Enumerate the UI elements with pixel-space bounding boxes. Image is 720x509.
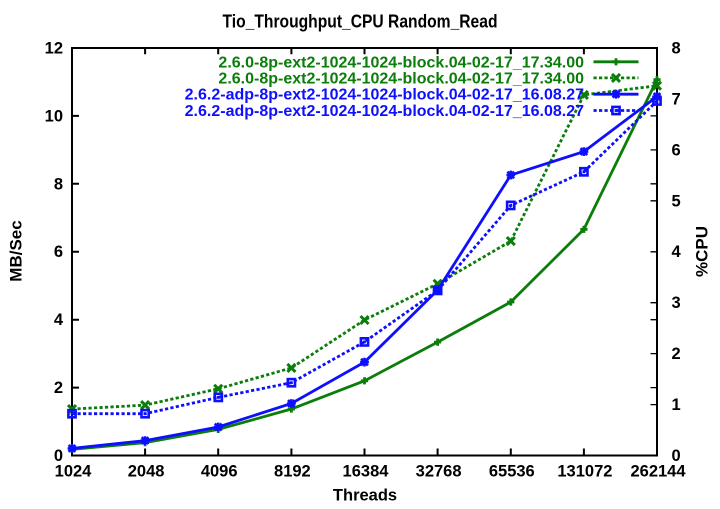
svg-text:8: 8 [54, 175, 63, 193]
svg-text:3: 3 [672, 294, 681, 312]
svg-text:2: 2 [672, 345, 681, 363]
svg-text:MB/Sec: MB/Sec [7, 220, 26, 281]
svg-text:2.6.0-8p-ext2-1024-1024-block.: 2.6.0-8p-ext2-1024-1024-block.04-02-17_1… [218, 54, 584, 71]
svg-text:16384: 16384 [343, 463, 390, 481]
svg-text:%CPU: %CPU [693, 226, 712, 277]
svg-text:6: 6 [672, 141, 681, 159]
svg-text:2: 2 [54, 379, 63, 397]
svg-text:8: 8 [672, 40, 681, 58]
svg-text:0: 0 [672, 447, 681, 465]
svg-text:32768: 32768 [416, 463, 462, 481]
svg-text:4: 4 [672, 243, 682, 261]
svg-text:Threads: Threads [333, 487, 397, 505]
svg-text:5: 5 [672, 192, 681, 210]
svg-text:131072: 131072 [557, 463, 612, 481]
svg-text:12: 12 [45, 40, 63, 58]
svg-text:1: 1 [672, 396, 681, 414]
svg-text:6: 6 [54, 243, 63, 261]
svg-text:2048: 2048 [128, 463, 165, 481]
svg-text:4096: 4096 [201, 463, 238, 481]
svg-text:262144: 262144 [630, 463, 686, 481]
svg-text:65536: 65536 [489, 463, 535, 481]
svg-text:2.6.2-adp-8p-ext2-1024-1024-bl: 2.6.2-adp-8p-ext2-1024-1024-block.04-02-… [185, 103, 584, 120]
svg-text:0: 0 [54, 447, 63, 465]
svg-text:7: 7 [672, 90, 681, 108]
svg-text:Tio_Throughput_CPU Random_Read: Tio_Throughput_CPU Random_Read [223, 11, 498, 31]
svg-text:10: 10 [45, 107, 63, 125]
svg-text:1024: 1024 [55, 463, 93, 481]
svg-text:2.6.2-adp-8p-ext2-1024-1024-bl: 2.6.2-adp-8p-ext2-1024-1024-block.04-02-… [185, 87, 584, 104]
svg-text:2.6.0-8p-ext2-1024-1024-block.: 2.6.0-8p-ext2-1024-1024-block.04-02-17_1… [218, 70, 584, 87]
svg-text:4: 4 [54, 311, 64, 329]
svg-text:8192: 8192 [274, 463, 311, 481]
